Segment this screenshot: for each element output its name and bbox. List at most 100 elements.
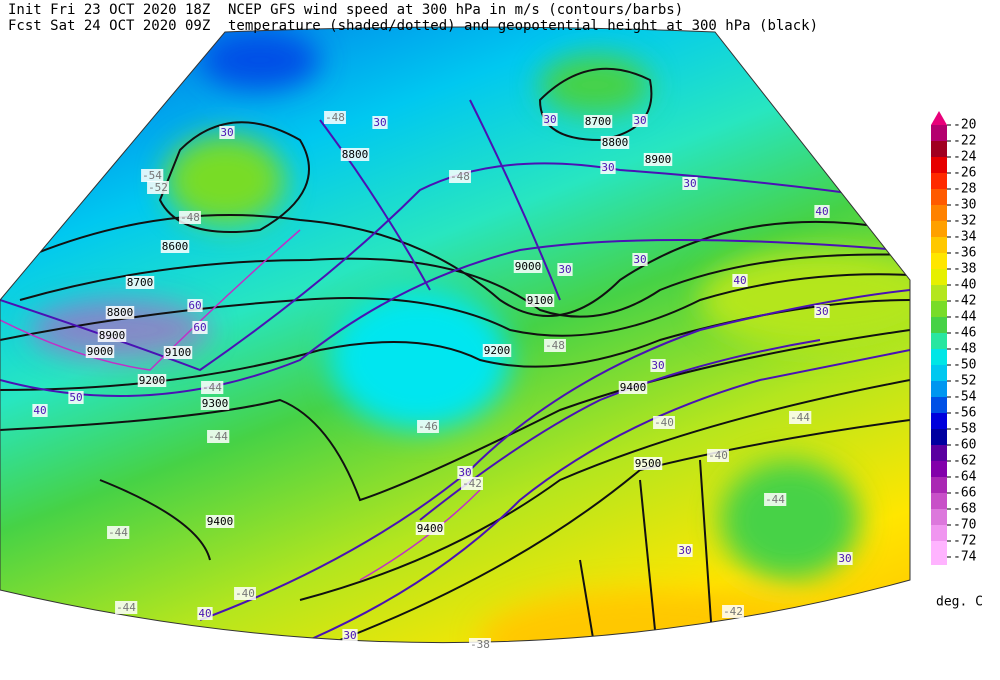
colorbar-label: -70 xyxy=(953,518,976,533)
temperature-label: -40 xyxy=(654,416,674,429)
colorbar-label: -30 xyxy=(953,198,976,213)
colorbar-swatch xyxy=(931,557,947,565)
label-backing xyxy=(163,346,193,359)
height-label: 8900 xyxy=(99,329,126,342)
colorbar-swatch xyxy=(931,541,947,557)
colorbar-label: -66 xyxy=(953,486,976,501)
label-backing xyxy=(469,638,491,651)
colorbar-swatch xyxy=(931,349,947,365)
label-backing xyxy=(682,177,698,190)
forecast-time: Fcst Sat 24 OCT 2020 09Z xyxy=(8,18,210,34)
height-label: 8600 xyxy=(162,240,189,253)
label-backing xyxy=(125,276,155,289)
label-backing xyxy=(201,381,224,394)
label-backing xyxy=(115,601,138,614)
label-backing xyxy=(105,306,135,319)
label-backing xyxy=(187,299,203,312)
wind-label: 30 xyxy=(220,126,233,139)
label-backing xyxy=(415,522,445,535)
height-label: 8800 xyxy=(602,136,629,149)
temperature-label: -40 xyxy=(235,587,255,600)
colorbar-label: -32 xyxy=(953,214,976,229)
wind-label: 30 xyxy=(558,263,571,276)
label-backing xyxy=(764,493,787,506)
label-backing xyxy=(68,391,84,404)
label-backing xyxy=(160,240,190,253)
label-backing xyxy=(600,136,630,149)
colorbar-label: -28 xyxy=(953,182,976,197)
title-line: temperature (shaded/dotted) and geopoten… xyxy=(228,18,818,34)
wind-label: 30 xyxy=(373,116,386,129)
temperature-label: -52 xyxy=(148,181,168,194)
label-backing xyxy=(461,477,483,490)
label-backing xyxy=(732,274,748,287)
colorbar-swatch xyxy=(931,365,947,381)
wind-label: 50 xyxy=(69,391,82,404)
temperature-label: -44 xyxy=(202,381,222,394)
label-backing xyxy=(482,344,512,357)
colorbar-swatch xyxy=(931,477,947,493)
height-label: 9500 xyxy=(635,457,662,470)
temperature-label: -48 xyxy=(180,211,200,224)
colorbar-swatch xyxy=(931,413,947,429)
label-backing xyxy=(449,170,471,183)
temperature-label: -42 xyxy=(462,477,482,490)
label-backing xyxy=(650,359,666,372)
height-label: 9200 xyxy=(484,344,511,357)
colorbar-swatch xyxy=(931,221,947,237)
height-label: 9400 xyxy=(207,515,234,528)
label-backing xyxy=(643,153,673,166)
colorbar-label: -44 xyxy=(953,310,977,325)
wind-label: 30 xyxy=(343,629,356,642)
colorbar-swatch xyxy=(931,301,947,317)
colorbar-label: -38 xyxy=(953,262,976,277)
temperature-label: -48 xyxy=(545,339,565,352)
wind-label: 40 xyxy=(815,205,828,218)
wind-label: 30 xyxy=(633,253,646,266)
label-backing xyxy=(200,397,230,410)
wind-label: 30 xyxy=(838,552,851,565)
colorbar-label: -20 xyxy=(953,118,976,133)
init-time: Init Fri 23 OCT 2020 18Z xyxy=(8,2,210,18)
colorbar-label: -64 xyxy=(953,470,977,485)
colorbar-swatch xyxy=(931,205,947,221)
colorbar: -20-22-24-26-28-30-32-34-36-38-40-42-44-… xyxy=(931,111,977,565)
label-backing xyxy=(205,515,235,528)
label-backing xyxy=(557,263,573,276)
colorbar-label: -72 xyxy=(953,534,976,549)
colorbar-swatch xyxy=(931,269,947,285)
colorbar-swatch xyxy=(931,141,947,157)
colorbar-label: -36 xyxy=(953,246,976,261)
map-labels: 8600 8700 8800 8900 9000 9100 9200 9300 9400 9400… xyxy=(32,111,853,651)
colorbar-label: -58 xyxy=(953,422,976,437)
label-backing xyxy=(340,148,370,161)
colorbar-swatch xyxy=(931,333,947,349)
colorbar-swatch xyxy=(931,509,947,525)
colorbar-units: deg. C xyxy=(936,595,983,610)
wind-label: 30 xyxy=(678,544,691,557)
temperature-label: -44 xyxy=(116,601,136,614)
label-backing xyxy=(837,552,853,565)
temperature-label: -44 xyxy=(208,430,228,443)
label-backing xyxy=(653,416,675,429)
wind-label: 30 xyxy=(683,177,696,190)
label-backing xyxy=(192,321,208,334)
label-backing xyxy=(417,420,439,433)
height-label: 9400 xyxy=(620,381,647,394)
title-line: NCEP GFS wind speed at 300 hPa in m/s (c… xyxy=(228,2,683,18)
temperature-label: -46 xyxy=(418,420,438,433)
temperature-label: -44 xyxy=(108,526,128,539)
label-backing xyxy=(107,526,130,539)
colorbar-swatch xyxy=(931,493,947,509)
colorbar-label: -50 xyxy=(953,358,976,373)
label-backing xyxy=(147,181,169,194)
colorbar-label: -26 xyxy=(953,166,976,181)
height-label: 9000 xyxy=(87,345,114,358)
wind-label: 30 xyxy=(815,305,828,318)
colorbar-swatch xyxy=(931,317,947,333)
label-backing xyxy=(632,114,648,127)
colorbar-label: -22 xyxy=(953,134,976,149)
label-backing xyxy=(197,607,213,620)
colorbar-swatch xyxy=(931,397,947,413)
